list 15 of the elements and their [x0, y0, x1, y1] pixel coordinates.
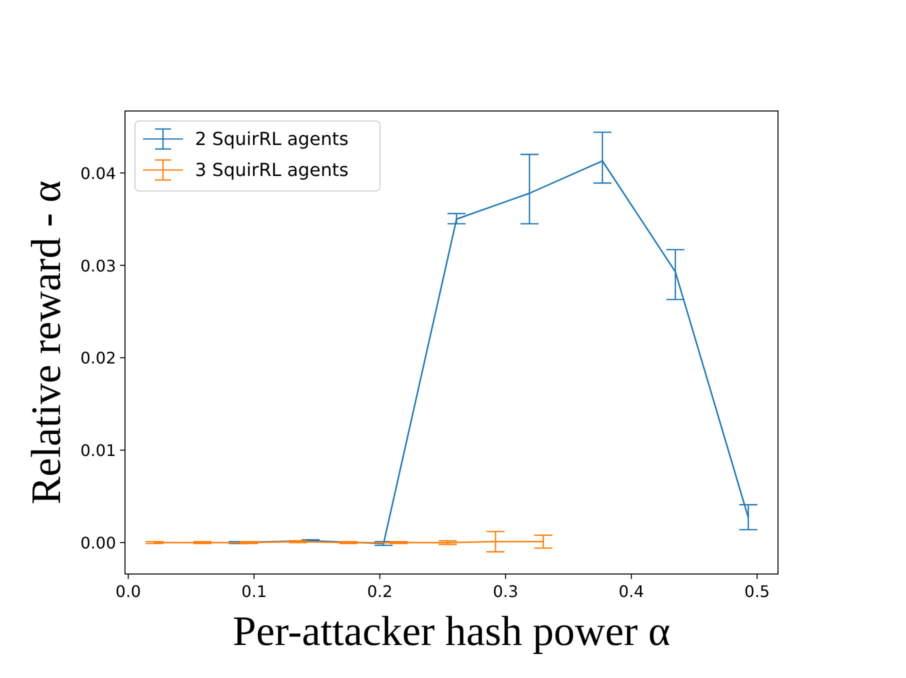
x-tick-label: 0.1 [241, 582, 267, 601]
legend-label: 3 SquirRL agents [195, 160, 348, 181]
y-tick-label: 0.01 [80, 441, 116, 460]
y-tick-label: 0.03 [80, 256, 116, 276]
x-axis-title: Per-attacker hash power α [232, 609, 670, 655]
x-tick-label: 0.0 [116, 582, 141, 601]
y-tick-label: 0.02 [80, 348, 116, 368]
x-tick-label: 0.2 [367, 582, 393, 601]
x-tick-label: 0.3 [492, 582, 518, 601]
y-tick-label: 0.04 [80, 164, 116, 183]
legend-label: 2 SquirRL agents [195, 129, 348, 150]
x-tick-label: 0.5 [744, 582, 770, 601]
y-axis-title: Relative reward - α [24, 180, 70, 505]
x-tick-label: 0.4 [618, 582, 644, 601]
y-tick-label: 0.00 [80, 534, 116, 553]
